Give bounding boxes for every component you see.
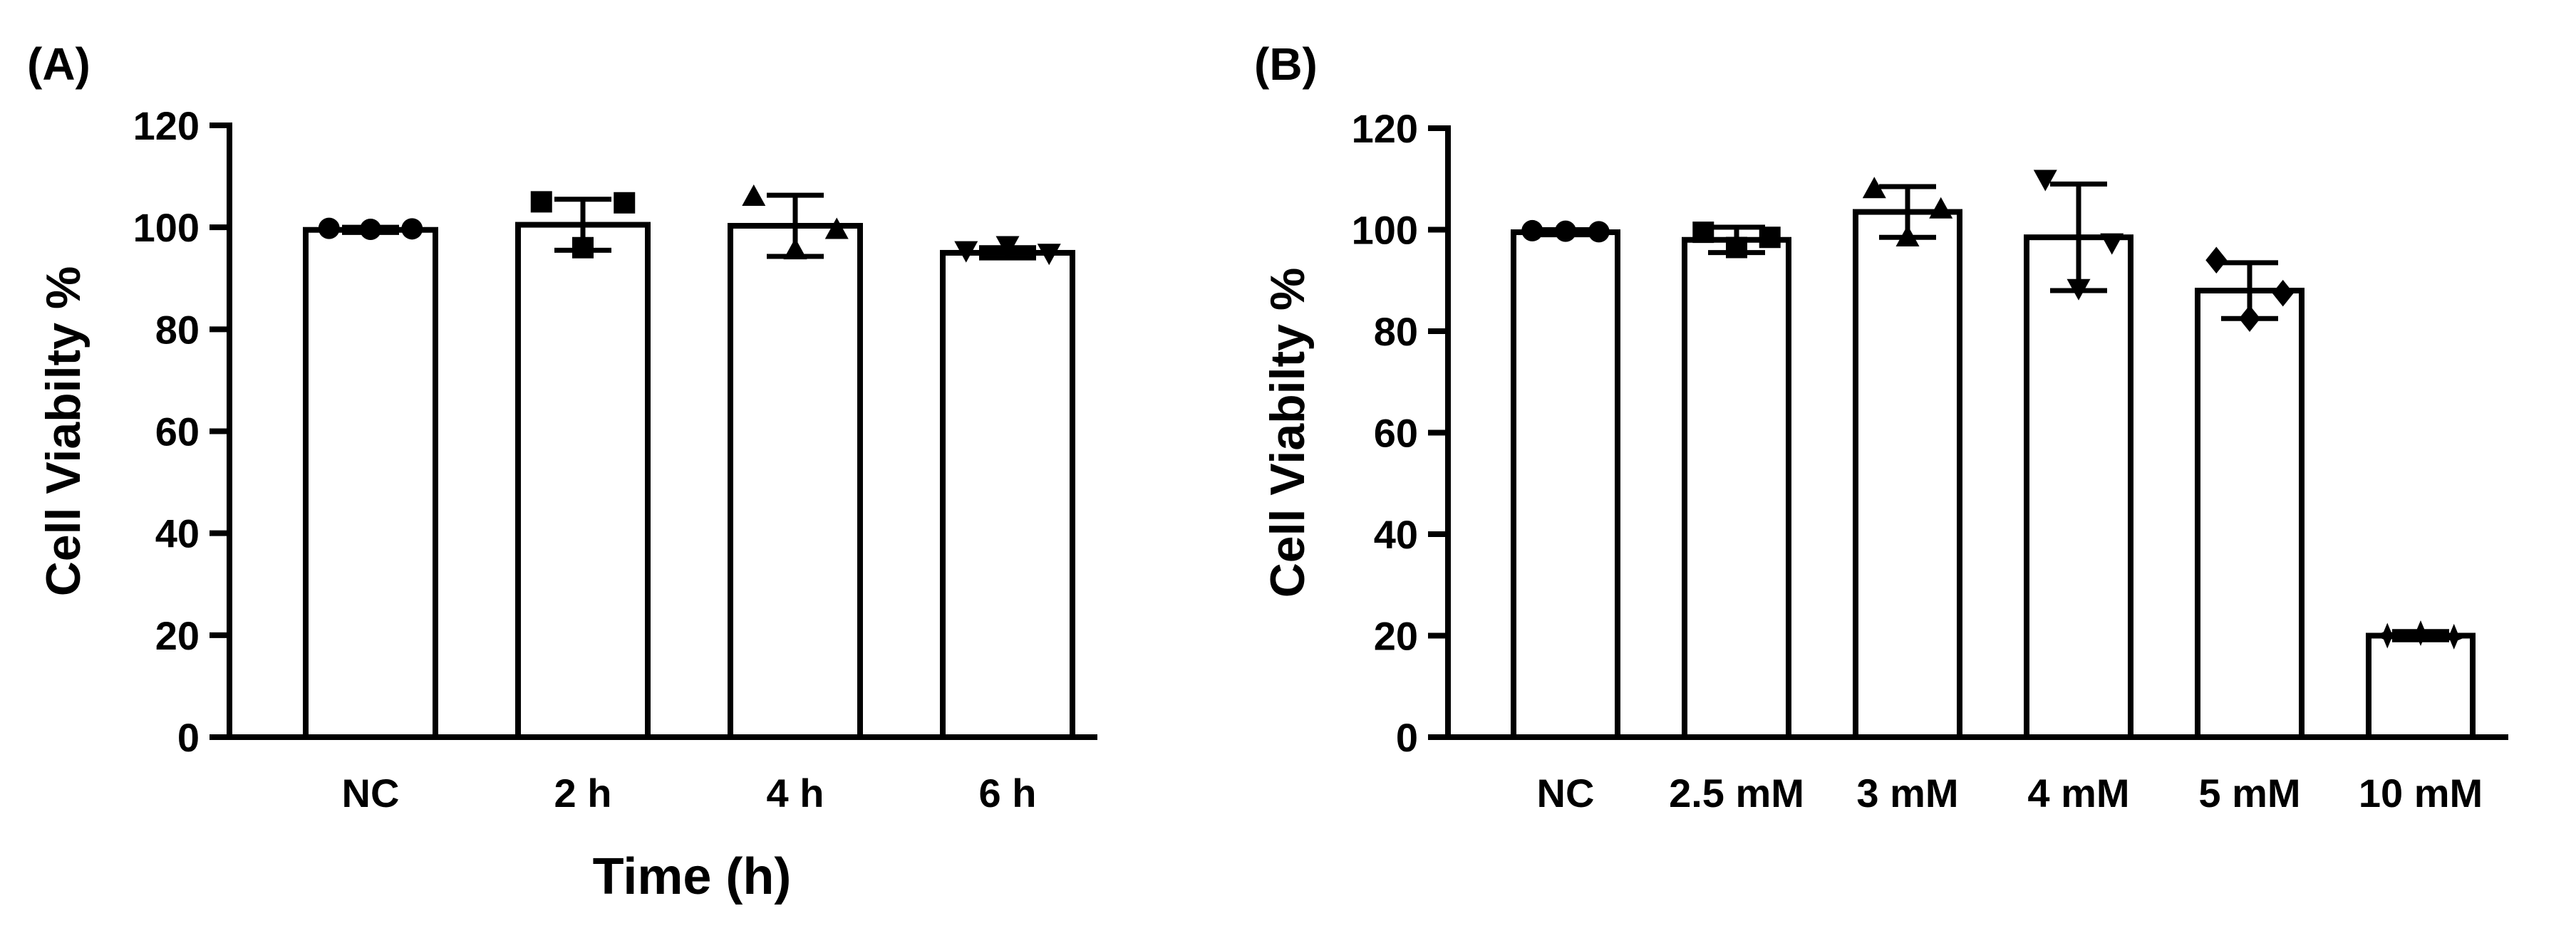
data-point	[1895, 224, 1920, 246]
y-tick-label: 0	[177, 715, 200, 760]
y-tick-label: 20	[1374, 614, 1418, 659]
panel-a: (A) Cell Viabilty % 0 20 40 60 80 100 120 NC 2 h 4 …	[27, 38, 1097, 905]
data-point	[2374, 622, 2401, 649]
data-point	[742, 184, 766, 206]
data-point	[318, 217, 340, 239]
panel-label: (A)	[27, 38, 90, 90]
data-point	[2441, 623, 2467, 650]
y-tick-label: 40	[155, 511, 200, 556]
data-point	[1759, 226, 1781, 249]
data-point	[360, 219, 381, 241]
y-axis-label: Cell Viabilty %	[36, 266, 90, 597]
y-axis-label: Cell Viabilty %	[1261, 268, 1315, 598]
data-point	[530, 191, 552, 213]
data-point	[1588, 221, 1610, 243]
x-tick-label: 2.5 mM	[1669, 771, 1804, 815]
data-point	[2067, 278, 2091, 301]
y-tick-label: 120	[133, 103, 200, 148]
data-point	[954, 241, 978, 263]
data-point	[1929, 197, 1953, 219]
data-point	[1726, 236, 1747, 259]
y-tick-label: 120	[1352, 106, 1418, 151]
data-point	[2033, 170, 2057, 192]
x-tick-label: 5 mM	[2198, 771, 2300, 815]
data-point	[783, 238, 807, 260]
x-axis-label: Time (h)	[593, 848, 792, 905]
x-tick-label: 4 h	[767, 771, 824, 815]
bar	[2195, 288, 2305, 740]
data-point	[1692, 222, 1714, 244]
data-point	[1862, 177, 1886, 199]
data-point	[2239, 305, 2260, 332]
data-point	[1037, 244, 1061, 266]
data-point	[824, 217, 849, 239]
bar	[940, 249, 1075, 741]
y-tick-label: 60	[155, 410, 200, 454]
bar	[2024, 234, 2133, 740]
bar	[515, 222, 651, 740]
y-tick-label: 80	[155, 307, 200, 352]
data-point	[1521, 219, 1543, 241]
data-point	[2205, 246, 2228, 273]
bar	[2366, 632, 2476, 740]
data-point	[995, 236, 1020, 258]
y-tick-label: 60	[1374, 411, 1418, 456]
data-point	[401, 218, 423, 240]
data-point	[2100, 233, 2124, 255]
bar	[303, 226, 438, 740]
x-tick-label: NC	[342, 771, 400, 815]
panel-b: (B) Cell Viabilty % 0 20 40 60 80 100 120 NC 2.5 m…	[1254, 38, 2508, 815]
data-point	[2272, 279, 2294, 307]
y-tick-label: 40	[1374, 512, 1418, 557]
data-point	[614, 192, 636, 214]
y-tick-label: 20	[155, 613, 200, 658]
data-point	[572, 236, 594, 259]
x-tick-label: 10 mM	[2359, 771, 2483, 815]
y-tick-label: 100	[1352, 208, 1418, 253]
y-tick-label: 80	[1374, 309, 1418, 354]
x-tick-label: 4 mM	[2027, 771, 2129, 815]
data-point	[1555, 220, 1576, 242]
y-tick-label: 100	[133, 205, 200, 250]
x-tick-label: 2 h	[554, 771, 612, 815]
data-point	[2408, 620, 2433, 646]
bar	[1511, 229, 1620, 740]
y-tick-label: 0	[1396, 715, 1418, 760]
x-tick-label: NC	[1537, 771, 1595, 815]
panel-label: (B)	[1254, 38, 1318, 90]
bar	[1853, 209, 1962, 740]
bar	[728, 223, 863, 740]
x-tick-label: 3 mM	[1856, 771, 1958, 815]
x-tick-label: 6 h	[979, 771, 1037, 815]
bar	[1682, 236, 1791, 740]
